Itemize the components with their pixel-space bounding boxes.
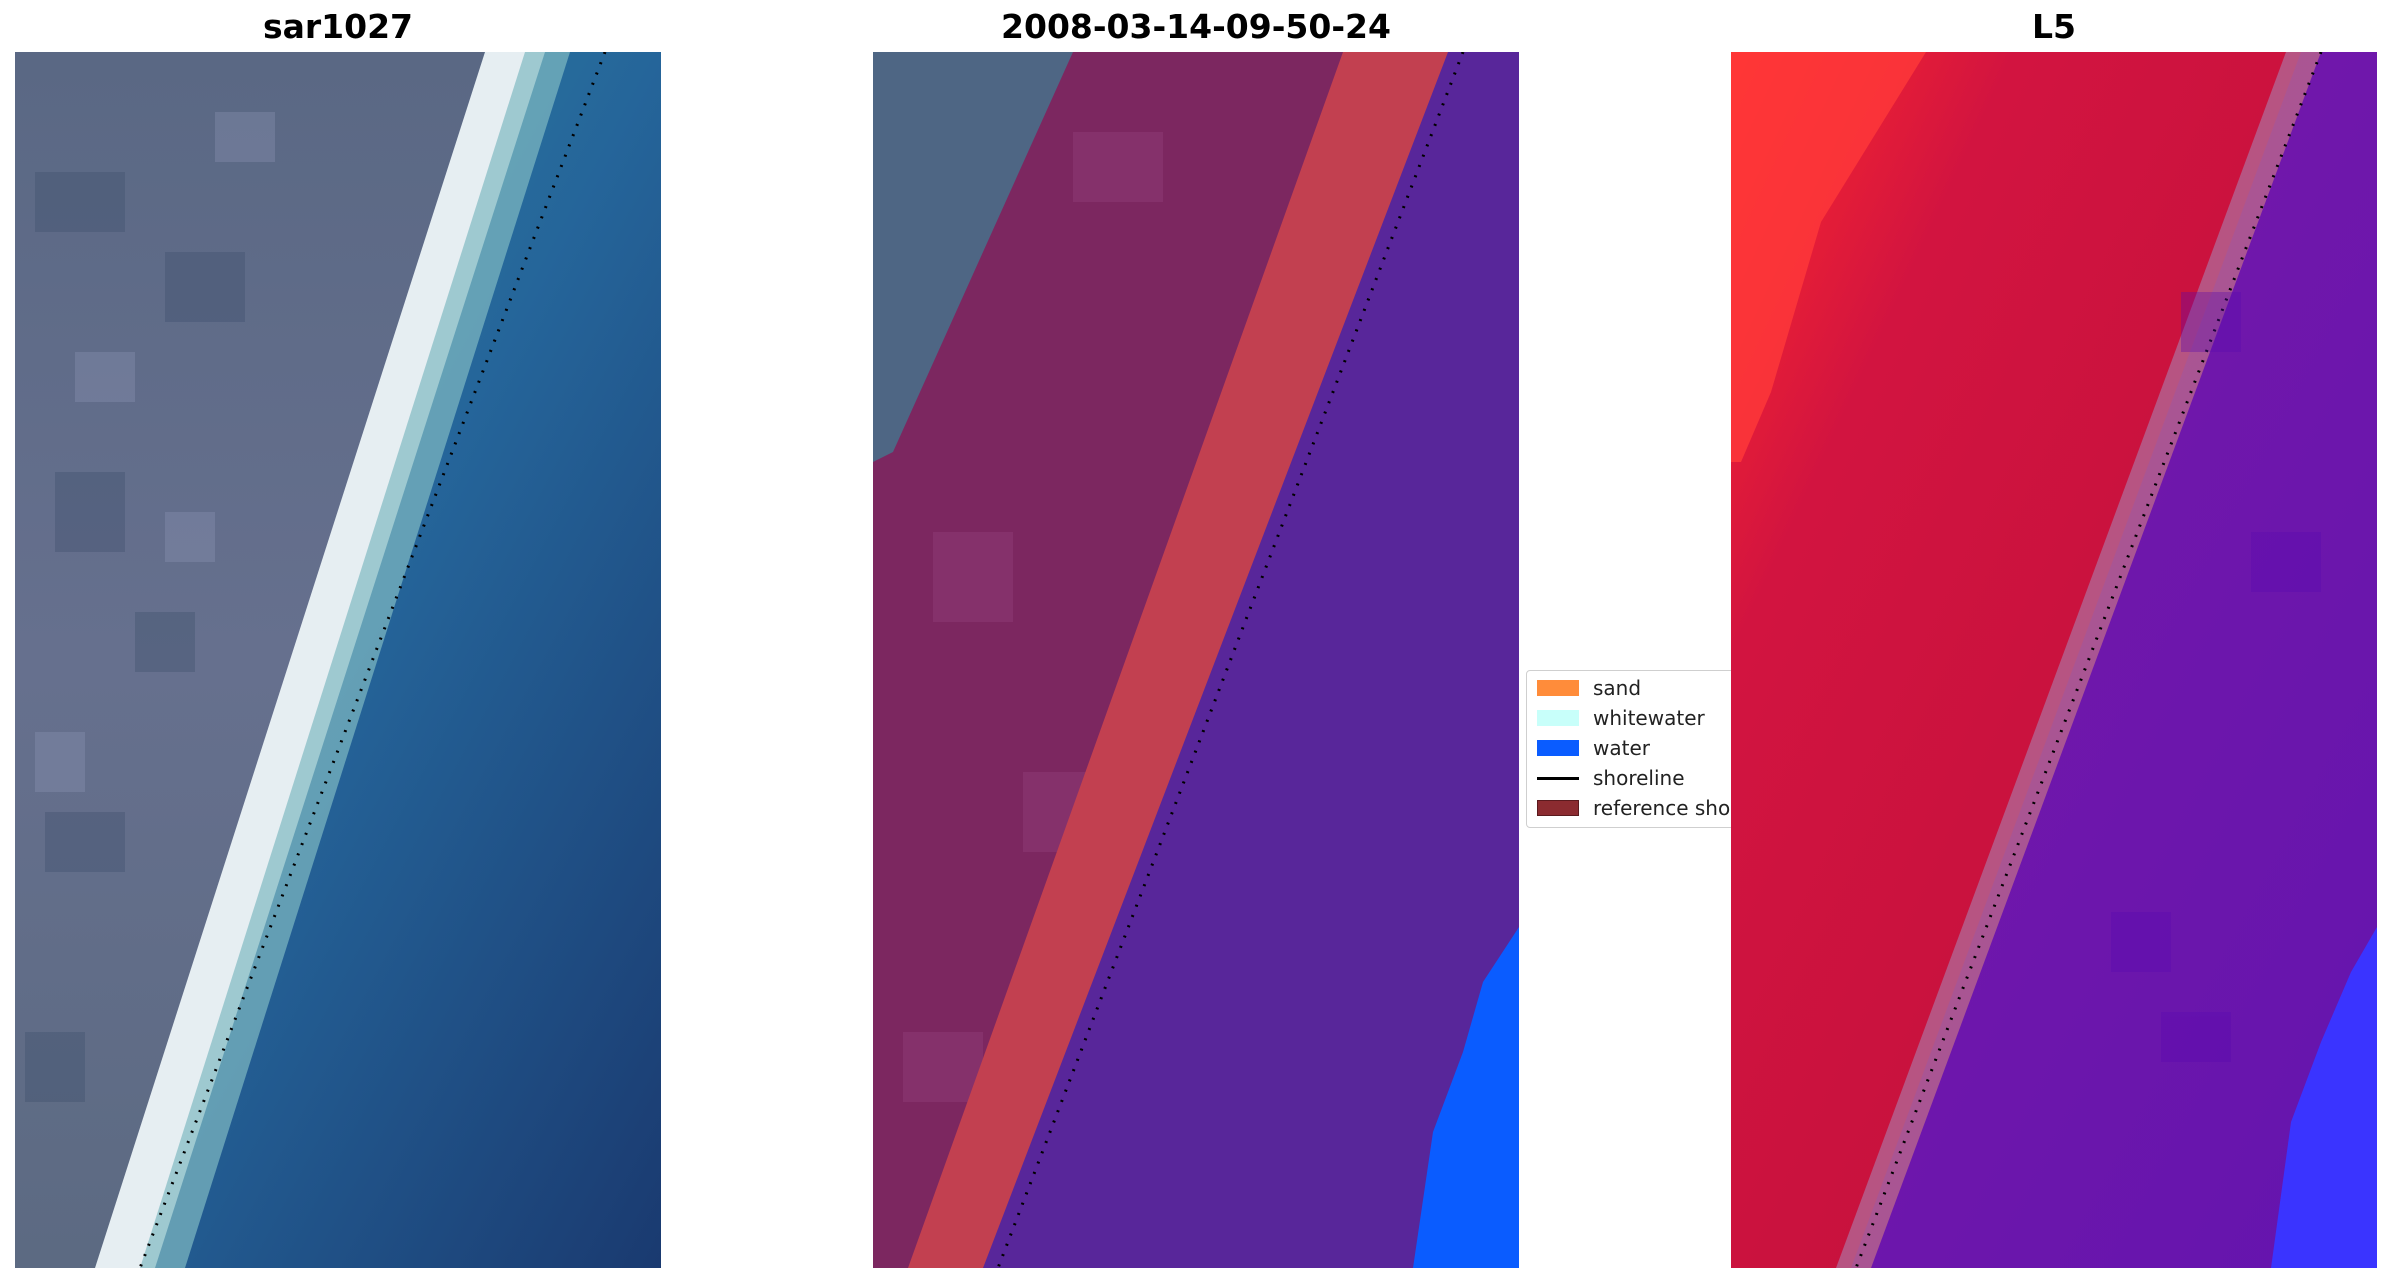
index-image	[1731, 52, 2377, 1268]
legend-label-sand: sand	[1593, 676, 1642, 700]
classified-image	[873, 52, 1519, 1268]
legend-line-shoreline	[1537, 777, 1579, 780]
panel-title-classified: 2008-03-14-09-50-24	[1001, 7, 1391, 46]
legend-item-whitewater: whitewater	[1527, 702, 1755, 730]
panel-title-rgb: sar1027	[262, 7, 414, 46]
legend-swatch-reference-shoreline	[1537, 800, 1579, 816]
legend-item-water: water	[1527, 732, 1755, 760]
legend-label-shoreline: shoreline	[1593, 766, 1685, 790]
legend-swatch-sand	[1537, 680, 1579, 696]
legend-item-shoreline: shoreline	[1527, 762, 1755, 790]
panel-title-index: L5	[2032, 7, 2076, 46]
legend: sand whitewater water shoreline referenc…	[1526, 670, 1756, 828]
legend-swatch-whitewater	[1537, 710, 1579, 726]
legend-label-whitewater: whitewater	[1593, 706, 1705, 730]
legend-swatch-water	[1537, 740, 1579, 756]
legend-label-water: water	[1593, 736, 1650, 760]
legend-label-reference-shoreline: reference shoreline	[1593, 796, 1755, 820]
legend-item-sand: sand	[1527, 672, 1755, 700]
legend-item-reference-shoreline: reference shoreline	[1527, 792, 1755, 820]
rgb-satellite-image	[15, 52, 661, 1268]
